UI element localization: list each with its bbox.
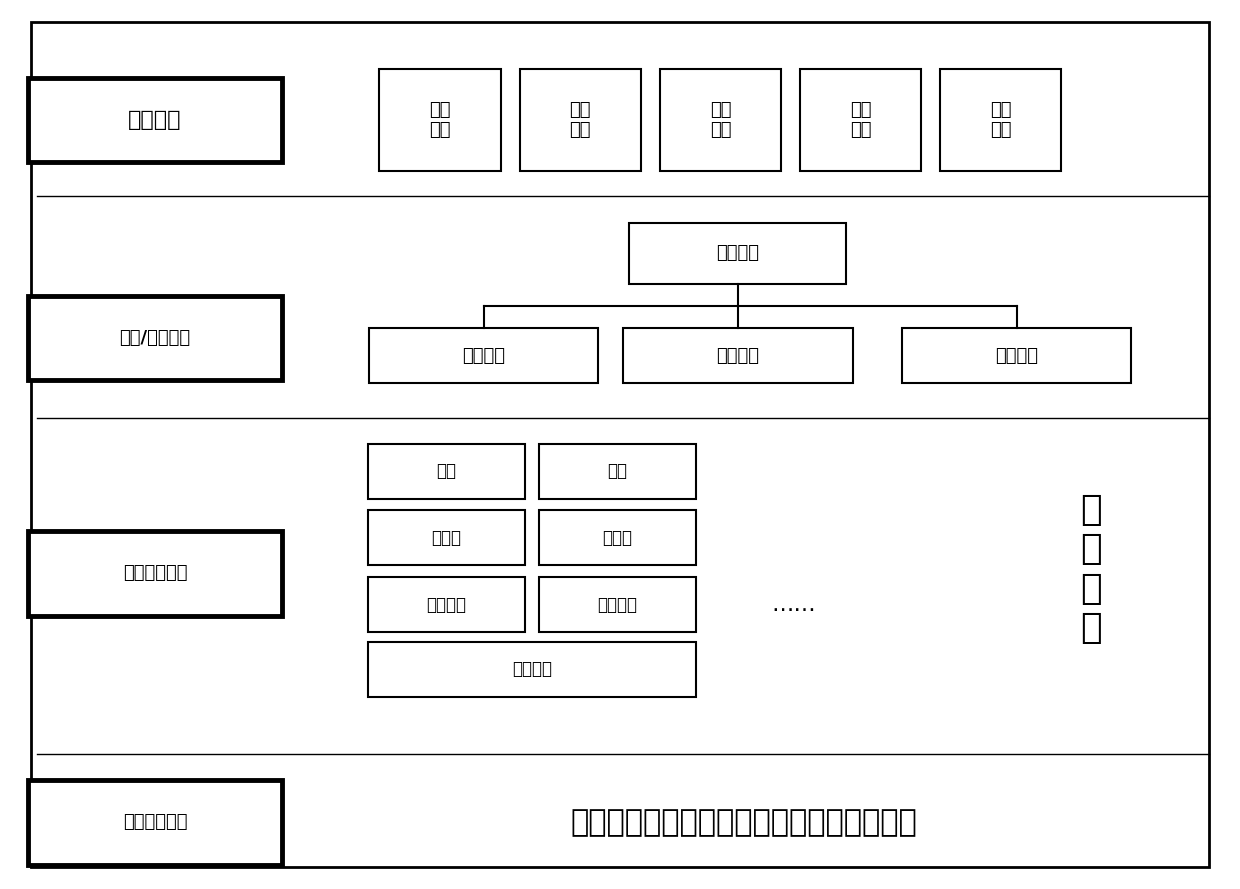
Bar — [367, 642, 697, 697]
Bar — [629, 223, 846, 284]
Bar — [29, 77, 281, 162]
Text: 应用: 应用 — [436, 462, 456, 480]
Bar — [367, 444, 526, 499]
Bar — [29, 531, 281, 615]
Text: 应用
服务: 应用 服务 — [849, 100, 872, 140]
Text: 应用
服务: 应用 服务 — [990, 100, 1012, 140]
Text: 认证环境: 认证环境 — [996, 347, 1038, 364]
Bar — [370, 328, 598, 383]
Bar — [538, 444, 697, 499]
Text: 操作系统: 操作系统 — [598, 596, 637, 613]
Text: 操作环境: 操作环境 — [463, 347, 505, 364]
Text: ……: …… — [771, 595, 816, 614]
Bar — [29, 781, 281, 864]
Bar — [940, 68, 1061, 171]
Text: 参
考
架
构: 参 考 架 构 — [1080, 493, 1102, 645]
Text: 技术架构: 技术架构 — [717, 244, 759, 262]
Text: 应用: 应用 — [608, 462, 627, 480]
Text: 物理部署视角: 物理部署视角 — [123, 813, 187, 831]
Text: 开发环境: 开发环境 — [717, 347, 759, 364]
Text: 服务视角: 服务视角 — [128, 110, 182, 130]
Text: 应用
服务: 应用 服务 — [429, 100, 451, 140]
Bar — [660, 68, 781, 171]
Bar — [379, 68, 501, 171]
Text: 标准/认证视角: 标准/认证视角 — [119, 329, 191, 347]
Text: 应用
服务: 应用 服务 — [709, 100, 732, 140]
Bar — [367, 577, 526, 632]
Bar — [800, 68, 921, 171]
Text: 固定式、机动式、便携式、机载式、舰载式: 固定式、机动式、便携式、机载式、舰载式 — [570, 808, 918, 837]
Bar — [520, 68, 641, 171]
Text: 中间件: 中间件 — [603, 529, 632, 547]
Bar — [538, 510, 697, 565]
Bar — [367, 510, 526, 565]
Text: 中间件: 中间件 — [432, 529, 461, 547]
Bar — [901, 328, 1131, 383]
Text: 操作系统: 操作系统 — [427, 596, 466, 613]
Bar — [538, 577, 697, 632]
Text: 应用
服务: 应用 服务 — [569, 100, 591, 140]
Bar — [29, 295, 281, 380]
Text: 系统架构视角: 系统架构视角 — [123, 565, 187, 582]
Bar — [622, 328, 853, 383]
Text: 基础硬件: 基础硬件 — [512, 661, 552, 678]
